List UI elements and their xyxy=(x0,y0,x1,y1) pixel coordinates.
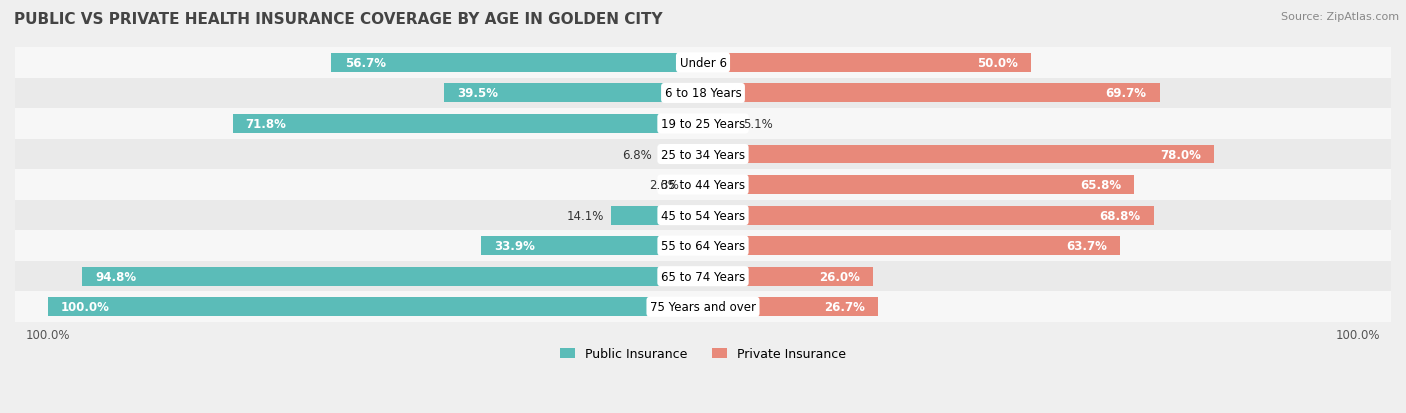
Text: PUBLIC VS PRIVATE HEALTH INSURANCE COVERAGE BY AGE IN GOLDEN CITY: PUBLIC VS PRIVATE HEALTH INSURANCE COVER… xyxy=(14,12,662,27)
Text: 26.0%: 26.0% xyxy=(820,270,860,283)
Bar xyxy=(703,267,873,286)
Text: 78.0%: 78.0% xyxy=(1160,148,1201,161)
FancyBboxPatch shape xyxy=(15,200,1391,231)
Text: 45 to 54 Years: 45 to 54 Years xyxy=(661,209,745,222)
Text: 6.8%: 6.8% xyxy=(621,148,652,161)
FancyBboxPatch shape xyxy=(15,292,1391,322)
Bar xyxy=(703,206,1154,225)
FancyBboxPatch shape xyxy=(15,140,1391,170)
Text: 94.8%: 94.8% xyxy=(96,270,136,283)
Bar xyxy=(703,298,877,316)
Text: 6 to 18 Years: 6 to 18 Years xyxy=(665,87,741,100)
FancyBboxPatch shape xyxy=(15,78,1391,109)
FancyBboxPatch shape xyxy=(15,231,1391,261)
Bar xyxy=(686,176,703,195)
Text: Source: ZipAtlas.com: Source: ZipAtlas.com xyxy=(1281,12,1399,22)
FancyBboxPatch shape xyxy=(15,261,1391,292)
Text: 75 Years and over: 75 Years and over xyxy=(650,301,756,313)
Text: 26.7%: 26.7% xyxy=(824,301,865,313)
Text: 35 to 44 Years: 35 to 44 Years xyxy=(661,179,745,192)
Bar xyxy=(82,267,703,286)
Text: 63.7%: 63.7% xyxy=(1066,240,1108,253)
Text: 71.8%: 71.8% xyxy=(246,118,287,131)
Text: Under 6: Under 6 xyxy=(679,57,727,70)
FancyBboxPatch shape xyxy=(15,48,1391,78)
FancyBboxPatch shape xyxy=(15,170,1391,200)
Text: 5.1%: 5.1% xyxy=(742,118,773,131)
Bar xyxy=(703,84,1160,103)
Bar xyxy=(444,84,703,103)
Bar xyxy=(703,54,1031,73)
Text: 19 to 25 Years: 19 to 25 Years xyxy=(661,118,745,131)
Bar xyxy=(332,54,703,73)
Bar xyxy=(232,115,703,134)
Bar xyxy=(703,145,1215,164)
FancyBboxPatch shape xyxy=(15,109,1391,140)
Bar xyxy=(703,115,737,134)
Text: 33.9%: 33.9% xyxy=(494,240,534,253)
Text: 65.8%: 65.8% xyxy=(1080,179,1121,192)
Bar xyxy=(48,298,703,316)
Legend: Public Insurance, Private Insurance: Public Insurance, Private Insurance xyxy=(555,342,851,366)
Bar xyxy=(703,176,1135,195)
Text: 14.1%: 14.1% xyxy=(567,209,605,222)
Text: 69.7%: 69.7% xyxy=(1105,87,1147,100)
Text: 50.0%: 50.0% xyxy=(977,57,1018,70)
Text: 25 to 34 Years: 25 to 34 Years xyxy=(661,148,745,161)
Text: 55 to 64 Years: 55 to 64 Years xyxy=(661,240,745,253)
Bar xyxy=(481,237,703,256)
Text: 2.6%: 2.6% xyxy=(650,179,679,192)
Bar xyxy=(658,145,703,164)
Text: 100.0%: 100.0% xyxy=(60,301,110,313)
Bar xyxy=(703,237,1121,256)
Text: 56.7%: 56.7% xyxy=(344,57,385,70)
Bar xyxy=(610,206,703,225)
Text: 39.5%: 39.5% xyxy=(457,87,498,100)
Text: 68.8%: 68.8% xyxy=(1099,209,1140,222)
Text: 65 to 74 Years: 65 to 74 Years xyxy=(661,270,745,283)
